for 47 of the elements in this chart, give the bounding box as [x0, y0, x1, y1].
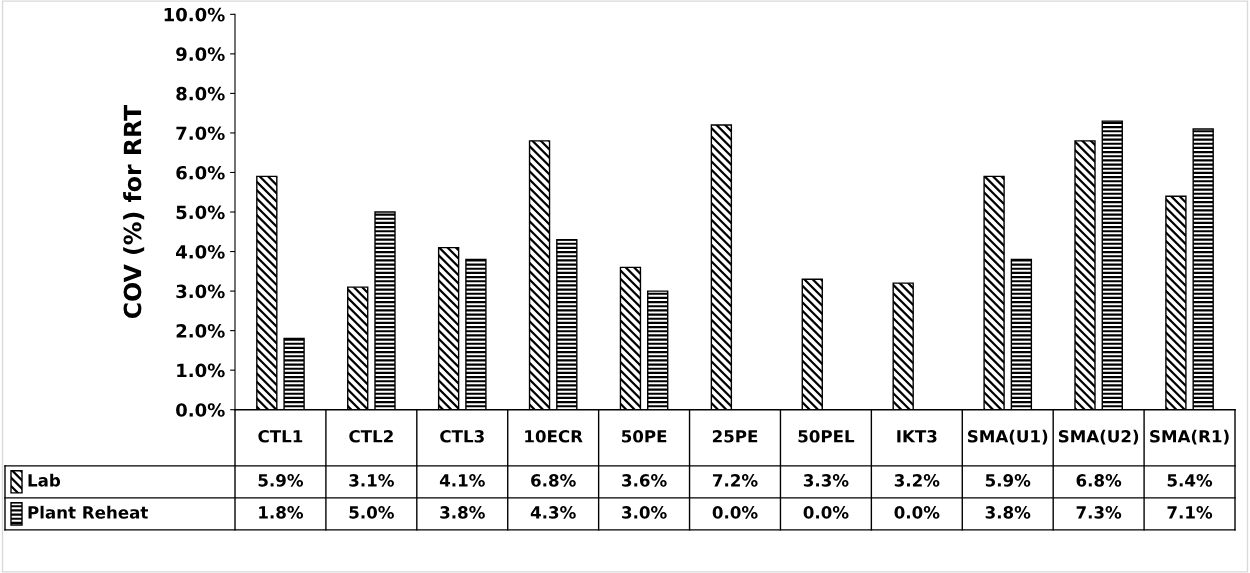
x-tick-label: SMA(U1) [968, 429, 1048, 445]
legend-label: Lab [28, 473, 61, 487]
data-label: 3.0% [622, 506, 667, 519]
y-tick-label: 6.0% [176, 165, 225, 180]
data-label: 0.0% [894, 506, 940, 519]
data-label: 4.1% [439, 474, 485, 487]
data-label: 3.8% [440, 506, 485, 519]
y-tick-label: 0.0% [176, 403, 225, 417]
y-axis-title: COV (%) for RRT [123, 104, 145, 319]
legend-label: Plant Reheat [28, 505, 148, 519]
data-label: 3.3% [803, 474, 849, 487]
data-label: 4.3% [530, 506, 576, 519]
data-label: 7.1% [1167, 506, 1213, 519]
x-tick-label: 50PEL [798, 430, 855, 443]
data-label: 5.9% [985, 474, 1031, 487]
data-label: 6.8% [531, 474, 576, 487]
y-tick-label: 4.0% [176, 245, 225, 259]
y-tick-label: 3.0% [176, 284, 225, 299]
x-tick-label: 25PE [712, 430, 758, 443]
data-label: 5.4% [1167, 474, 1213, 487]
x-tick-label: IKT3 [897, 430, 937, 443]
y-tick-label: 2.0% [176, 324, 225, 338]
data-label: 0.0% [712, 506, 758, 519]
x-tick-label: SMA(R1) [1150, 429, 1229, 445]
data-label: 3.1% [349, 474, 394, 487]
y-tick-label: 10.0% [164, 7, 225, 22]
x-tick-label: CTL2 [349, 430, 393, 443]
data-label: 5.9% [258, 474, 304, 487]
data-label: 3.2% [894, 474, 940, 487]
data-label: 1.8% [259, 506, 304, 519]
data-label: 7.3% [1076, 506, 1122, 519]
x-tick-label: CTL3 [440, 430, 484, 443]
x-tick-label: 50PE [621, 430, 667, 443]
data-label: 0.0% [803, 506, 849, 519]
x-tick-label: CTL1 [258, 430, 303, 443]
y-tick-label: 5.0% [176, 205, 225, 220]
data-label: 3.6% [622, 474, 667, 487]
data-label: 6.8% [1076, 474, 1122, 487]
x-tick-label: 10ECR [525, 430, 583, 443]
y-tick-label: 9.0% [176, 47, 225, 61]
data-label: 7.2% [713, 474, 758, 487]
y-tick-label: 8.0% [176, 86, 225, 101]
x-tick-label: SMA(U2) [1058, 429, 1139, 445]
data-label: 3.8% [985, 506, 1031, 519]
y-tick-label: 7.0% [176, 126, 225, 141]
data-label: 5.0% [349, 506, 394, 519]
y-tick-label: 1.0% [177, 363, 225, 378]
